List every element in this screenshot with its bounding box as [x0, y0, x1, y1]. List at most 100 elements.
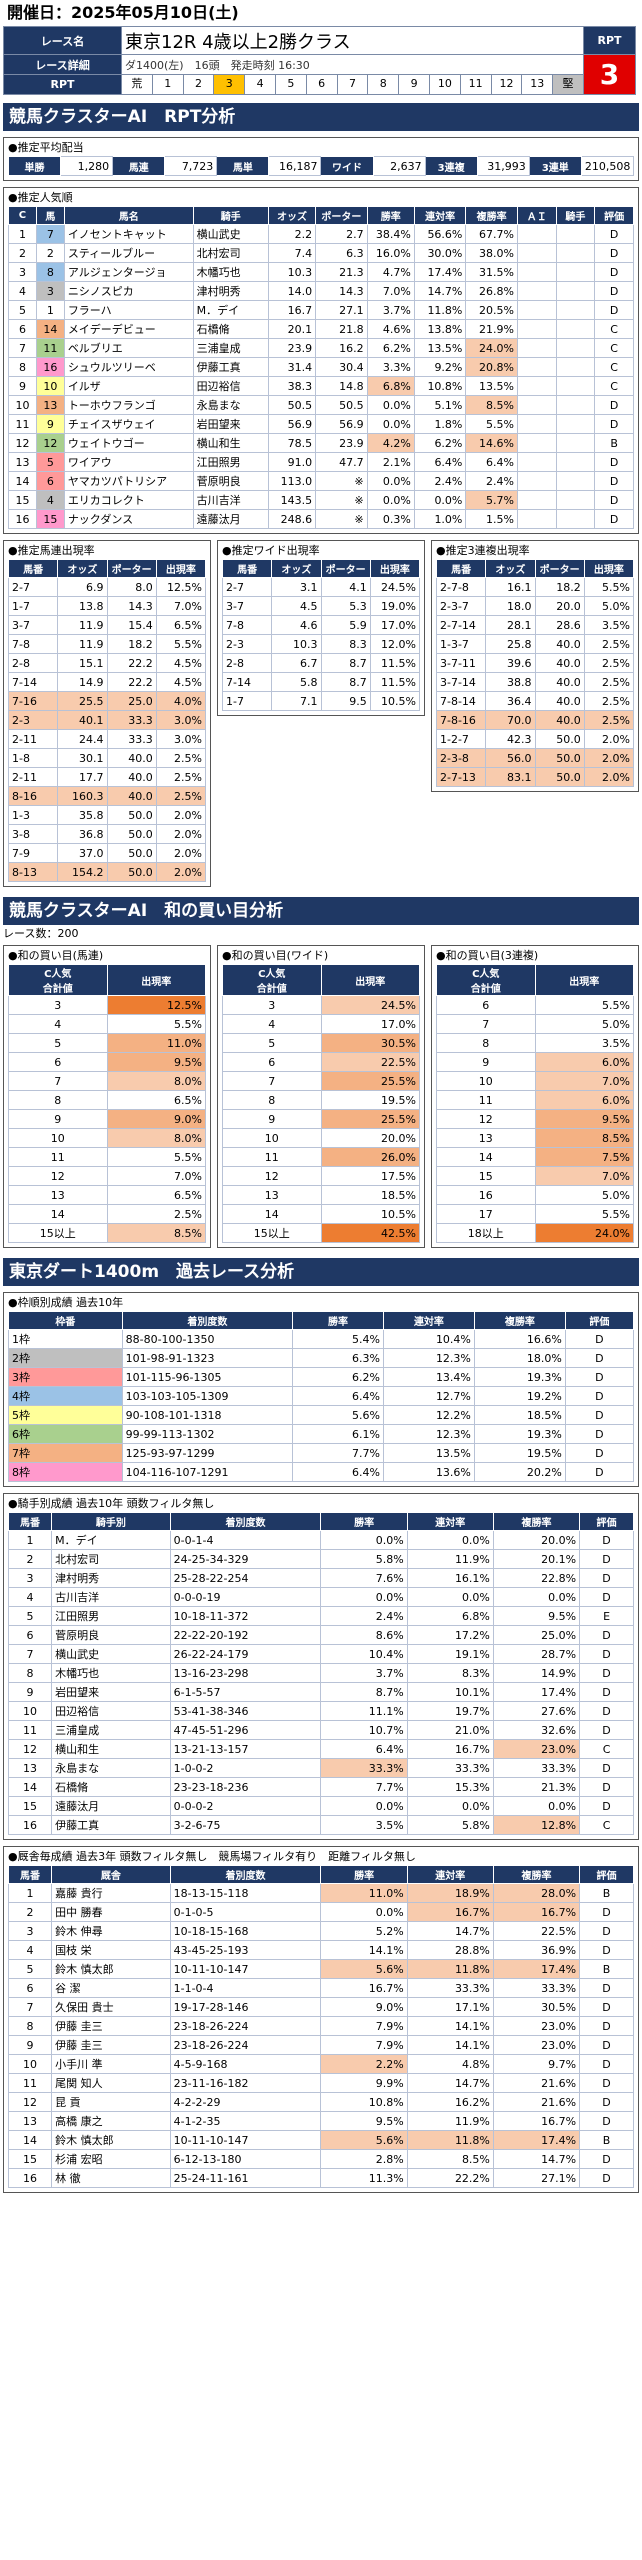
- rpt-cell: 9: [399, 75, 430, 94]
- sum-tables-row: ●和の買い目(馬連) C人気 合計値 出現率 3 12.5% 4 5.5% 5 11.0% 6 9…: [3, 945, 639, 1248]
- cell: 2: [7, 1549, 53, 1569]
- sum-value: 8: [222, 1090, 322, 1110]
- cell: 18-13-15-118: [169, 1883, 322, 1903]
- cell: 39.6: [485, 653, 536, 673]
- cell: 19.2%: [473, 1386, 566, 1406]
- cell: 30.0%: [413, 243, 467, 263]
- cell: 12.7%: [382, 1386, 475, 1406]
- cell: B: [594, 433, 634, 453]
- cell: 50.5: [315, 395, 368, 415]
- cell: 3.0%: [155, 710, 207, 730]
- table-row: 1 嘉藤 貴行 18-13-15-118 11.0% 18.9% 28.0% B: [7, 1883, 634, 1903]
- cell: イルザ: [63, 376, 194, 396]
- cell: 石橋脩: [51, 1777, 171, 1797]
- cell: 0.0%: [320, 1530, 408, 1550]
- cell: 8.3%: [406, 1663, 494, 1683]
- cell: 67.7%: [465, 224, 518, 244]
- table-row: 2-11 24.4 33.3 3.0%: [7, 729, 207, 749]
- cell: 14.1%: [320, 1940, 408, 1960]
- cell: 7-14: [7, 672, 59, 692]
- cell: 42.3: [485, 729, 536, 749]
- sum-rate: 5.5%: [534, 995, 634, 1015]
- cell: 10-11-10-147: [169, 2130, 322, 2150]
- sum-value: 9: [222, 1109, 322, 1129]
- cell: [555, 243, 596, 263]
- cell: 1: [7, 1883, 53, 1903]
- cell: 4-5-9-168: [169, 2054, 322, 2074]
- table-row: 2-7-14 28.1 28.6 3.5%: [435, 615, 635, 635]
- cell: D: [579, 2016, 634, 2036]
- cell: 15.3%: [406, 1777, 494, 1797]
- cell: 19.3%: [473, 1367, 566, 1387]
- table-row: 2-11 17.7 40.0 2.5%: [7, 767, 207, 787]
- cell: 4-2-2-29: [169, 2092, 322, 2112]
- table-row: 1枠 88-80-100-1350 5.4% 10.4% 16.6% D: [8, 1329, 635, 1349]
- cell: 38.0%: [465, 243, 518, 263]
- sum-rate: 5.0%: [534, 1185, 634, 1205]
- cell: 7: [7, 1997, 53, 2017]
- column-header: オッズ: [57, 559, 108, 578]
- cell: D: [579, 2035, 634, 2055]
- table-row: 6 菅原明良 22-22-20-192 8.6% 17.2% 25.0% D: [7, 1625, 634, 1645]
- cell: 36.9%: [492, 1940, 581, 1960]
- cell: 12.5%: [155, 577, 207, 597]
- cell: 2: [8, 243, 37, 263]
- cell: 小手川 準: [51, 2054, 171, 2074]
- cell: 26-22-24-179: [169, 1644, 322, 1664]
- column-header: ポーター: [106, 559, 157, 578]
- sum-value: 13: [436, 1128, 536, 1148]
- cell: 5.2%: [320, 1921, 408, 1941]
- cell: D: [579, 2168, 634, 2188]
- cell: 菅原明良: [192, 471, 269, 491]
- cell: 2-3: [221, 634, 273, 654]
- cell: 18.2: [106, 634, 157, 654]
- cell: 14.9: [57, 672, 108, 692]
- table-row: 5 11.0%: [8, 1033, 206, 1053]
- jockey-title: ●騎手別成績 過去10年 頭数フィルタ無し: [8, 1497, 215, 1510]
- sum-rate: 17.0%: [320, 1014, 420, 1034]
- cell: 7: [35, 224, 65, 244]
- table-row: 13 18.5%: [222, 1185, 420, 1205]
- table-row: 11 三浦皇成 47-45-51-296 10.7% 21.0% 32.6% D: [7, 1720, 634, 1740]
- cell: 1-7: [7, 596, 59, 616]
- cell: 113.0: [267, 471, 317, 491]
- cell: D: [579, 1530, 634, 1550]
- cell: 5.7%: [465, 490, 518, 510]
- umaren-table: 馬番 オッズ ポーター 出現率 2-7 6.9 8.0 12.5% 1-7 13.8 14.3 7.0…: [7, 559, 207, 882]
- cell: 永島まな: [192, 395, 269, 415]
- table-row: 8 19.5%: [222, 1090, 420, 1110]
- table-row: 12 7.0%: [8, 1166, 206, 1186]
- cell: 13-21-13-157: [169, 1739, 322, 1759]
- cell: 11.3%: [320, 2168, 408, 2188]
- table-row: 9 10 イルザ 田辺裕信 38.3 14.8 6.8% 10.8% 13.5% C: [8, 376, 634, 396]
- cell: 14.1%: [406, 2035, 494, 2055]
- cell: 2.0%: [155, 862, 207, 882]
- cell: 17.0%: [369, 615, 421, 635]
- cell: 13.5%: [465, 376, 518, 396]
- table-row: 14 2.5%: [8, 1204, 206, 1224]
- rpt-cell: 3: [214, 75, 246, 94]
- cell: 12: [7, 1739, 53, 1759]
- table-row: 1 7 イノセントキャット 横山武史 2.2 2.7 38.4% 56.6% 67.7% D: [8, 224, 634, 244]
- cell: 3.3%: [366, 357, 415, 377]
- sum-value: 10: [8, 1128, 108, 1148]
- table-row: 3 12.5%: [8, 995, 206, 1015]
- cell: 2.4%: [320, 1606, 408, 1626]
- column-header: 複勝率: [473, 1311, 566, 1330]
- table-header-row: 馬番 オッズ ポーター 出現率: [435, 559, 635, 578]
- cell: 10.1%: [406, 1682, 494, 1702]
- table-row: 4枠 103-103-105-1309 6.4% 12.7% 19.2% D: [8, 1386, 635, 1406]
- table-row: 5 江田照男 10-18-11-372 2.4% 6.8% 9.5% E: [7, 1606, 634, 1626]
- cell: イノセントキャット: [63, 224, 194, 244]
- cell: 8-16: [7, 786, 59, 806]
- cell: 12.8%: [492, 1815, 581, 1835]
- cell: 北村宏司: [51, 1549, 171, 1569]
- cell: 33.3: [106, 729, 157, 749]
- cell: 横山和生: [192, 433, 269, 453]
- cell: 38.4%: [366, 224, 415, 244]
- cell: D: [579, 1758, 634, 1778]
- cell: 横山和生: [51, 1739, 171, 1759]
- column-header: 騎手: [555, 206, 596, 225]
- cell: 6.3: [315, 243, 368, 263]
- table-row: 1-2-7 42.3 50.0 2.0%: [435, 729, 635, 749]
